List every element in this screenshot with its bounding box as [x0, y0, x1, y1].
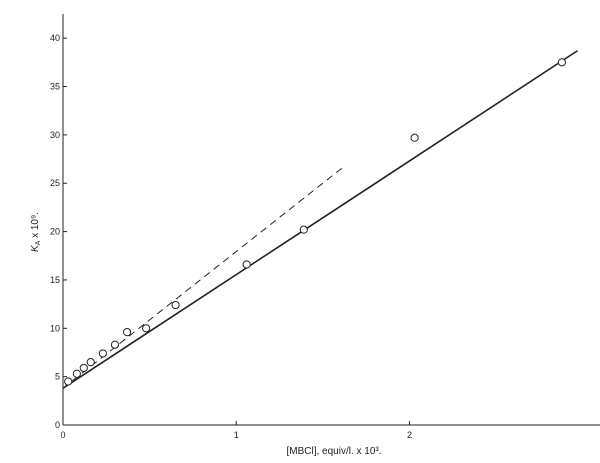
data-point [299, 225, 308, 234]
y-tick-label: 15 [50, 275, 60, 285]
data-point [110, 340, 120, 349]
y-tick-label: 20 [50, 227, 60, 237]
x-tick-label: 0 [60, 430, 65, 440]
axis-ticks: 0 5 10 15 20 25 30 35 40 0 1 2 [50, 33, 412, 440]
fit-lines [62, 50, 578, 389]
y-tick-label: 5 [55, 372, 60, 382]
y-tick-label: 25 [50, 178, 60, 188]
data-points [64, 58, 566, 386]
y-tick-label: 10 [50, 323, 60, 333]
y-tick-label: 40 [50, 33, 60, 43]
y-tick-label: 0 [55, 420, 60, 430]
fit-line [62, 50, 578, 389]
data-point [79, 363, 88, 373]
data-point [86, 358, 95, 367]
data-point [171, 300, 180, 310]
x-tick-label: 2 [407, 430, 412, 440]
data-point [122, 328, 132, 337]
y-axis-label-symbol: K [30, 244, 41, 252]
data-point [557, 58, 566, 67]
y-axis-label: KA x 10⁹. [30, 212, 42, 252]
data-point [64, 377, 73, 386]
y-axis-label-suffix: x 10⁹. [30, 212, 41, 241]
data-point [72, 369, 81, 378]
data-point [410, 133, 419, 142]
x-axis-label: [MBCl], equiv/l. x 10³. [286, 446, 381, 457]
data-point [98, 349, 107, 358]
y-axis-label-subscript: A [35, 240, 42, 245]
x-tick-label: 1 [234, 430, 239, 440]
y-tick-label: 30 [50, 130, 60, 140]
data-point [142, 324, 151, 333]
plot-area [62, 14, 600, 426]
y-tick-label: 35 [50, 82, 60, 92]
data-point [242, 260, 251, 269]
